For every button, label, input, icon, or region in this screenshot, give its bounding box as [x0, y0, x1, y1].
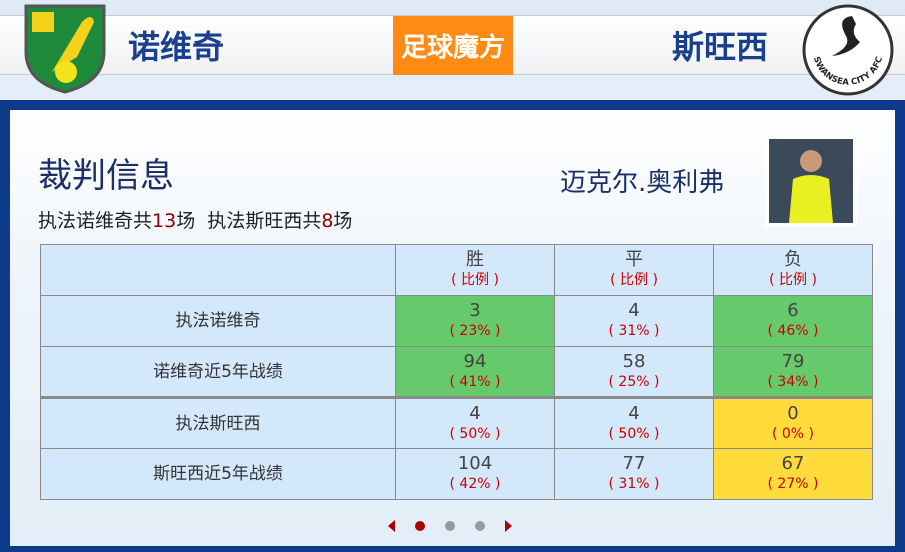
brand-logo: 足球魔方 — [393, 16, 513, 75]
row-label: 执法斯旺西 — [40, 396, 396, 449]
next-arrow-icon[interactable] — [505, 520, 512, 532]
referee-record-table: 胜( 比例 ) 平( 比例 ) 负( 比例 ) 执法诺维奇 3( 23% ) 4( 31%… — [40, 244, 873, 500]
result-cell: 67( 27% ) — [713, 448, 873, 500]
column-header: 负( 比例 ) — [713, 244, 873, 296]
away-team-name: 斯旺西 — [672, 28, 769, 66]
page-dot[interactable] — [475, 521, 485, 531]
referee-name: 迈克尔.奥利弗 — [560, 168, 725, 198]
result-cell: 4( 50% ) — [395, 396, 555, 449]
table-row: 诺维奇近5年战绩 94( 41% ) 58( 25% ) 79( 34% ) — [40, 346, 873, 398]
row-label: 诺维奇近5年战绩 — [40, 346, 396, 398]
result-cell: 0( 0% ) — [713, 396, 873, 449]
pagination — [388, 520, 512, 532]
prev-arrow-icon[interactable] — [388, 520, 395, 532]
result-cell: 58( 25% ) — [554, 346, 714, 398]
result-cell: 104( 42% ) — [395, 448, 555, 500]
result-cell: 4( 50% ) — [554, 396, 714, 449]
column-header: 胜( 比例 ) — [395, 244, 555, 296]
row-label: 斯旺西近5年战绩 — [40, 448, 396, 500]
result-cell: 77( 31% ) — [554, 448, 714, 500]
table-row: 斯旺西近5年战绩 104( 42% ) 77( 31% ) 67( 27% ) — [40, 448, 873, 500]
home-team-name: 诺维奇 — [128, 28, 225, 66]
page-dot[interactable] — [445, 521, 455, 531]
referee-stats: 执法诺维奇共13场 执法斯旺西共8场 — [38, 210, 353, 232]
row-label: 执法诺维奇 — [40, 295, 396, 347]
swansea-crest-icon: SWANSEA CITY AFC — [802, 4, 894, 96]
result-cell: 4( 31% ) — [554, 295, 714, 347]
norwich-crest-icon — [24, 4, 106, 94]
result-cell: 79( 34% ) — [713, 346, 873, 398]
result-cell: 6( 46% ) — [713, 295, 873, 347]
column-header: 平( 比例 ) — [554, 244, 714, 296]
result-cell: 3( 23% ) — [395, 295, 555, 347]
section-title: 裁判信息 — [38, 156, 174, 196]
referee-photo — [765, 135, 857, 227]
table-row: 执法诺维奇 3( 23% ) 4( 31% ) 6( 46% ) — [40, 295, 873, 347]
table-row: 执法斯旺西 4( 50% ) 4( 50% ) 0( 0% ) — [40, 396, 873, 449]
page-dot[interactable] — [415, 521, 425, 531]
table-header-row: 胜( 比例 ) 平( 比例 ) 负( 比例 ) — [40, 244, 873, 296]
result-cell: 94( 41% ) — [395, 346, 555, 398]
